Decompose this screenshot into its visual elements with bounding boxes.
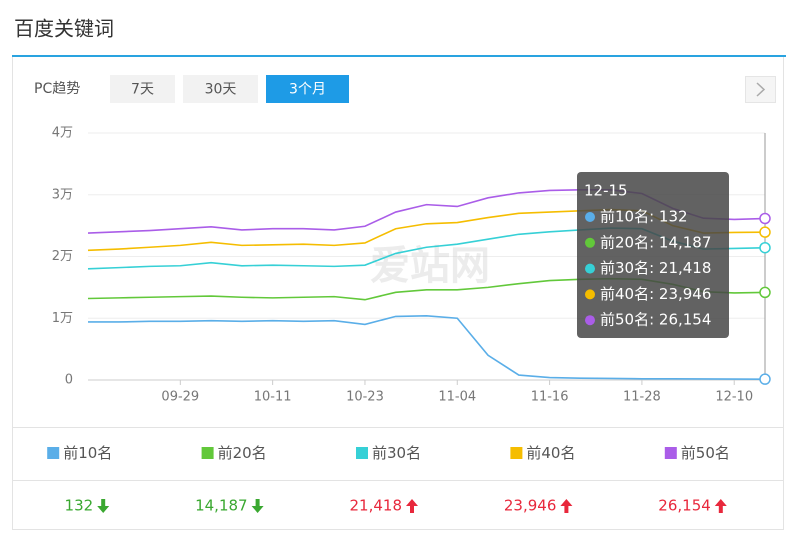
legend-label[interactable]: 前20名 — [218, 444, 267, 462]
trend-arrow — [251, 499, 264, 513]
series-line — [88, 314, 766, 380]
y-tick-label: 3万 — [52, 187, 73, 202]
tab-label[interactable]: 30天 — [205, 82, 237, 98]
tab-label[interactable]: 7天 — [131, 82, 154, 98]
y-tick-label: 0 — [65, 373, 73, 388]
tab-label[interactable]: 3个月 — [289, 82, 326, 98]
tooltip-title: 12-15 — [584, 182, 628, 200]
trend-arrow — [97, 499, 110, 513]
legend-swatch[interactable] — [664, 447, 677, 459]
y-tick-label: 1万 — [52, 311, 73, 326]
tooltip-dot — [585, 212, 595, 222]
legend-swatch[interactable] — [510, 447, 523, 459]
summary-value: 21,418 — [350, 497, 403, 515]
next-button[interactable] — [745, 76, 776, 103]
tooltip-dot — [585, 289, 595, 300]
tooltip-item: 前10名: 132 — [600, 208, 688, 226]
end-point — [759, 373, 771, 385]
tab-button[interactable] — [110, 75, 175, 103]
summary-value: 14,187 — [195, 497, 248, 515]
tab-button[interactable] — [183, 75, 258, 103]
legend-label[interactable]: 前30名 — [372, 444, 421, 462]
x-tick-label: 11-04 — [438, 390, 476, 405]
end-point — [759, 226, 771, 238]
end-point — [759, 286, 771, 299]
end-point — [759, 241, 771, 254]
tooltip-item: 前30名: 21,418 — [600, 259, 711, 277]
tab-button[interactable] — [266, 75, 349, 103]
legend-label[interactable]: 前40名 — [526, 444, 575, 462]
tooltip-item: 前50名: 26,154 — [600, 311, 711, 329]
next-arrow[interactable] — [756, 82, 766, 97]
tooltip-dot — [585, 237, 595, 248]
trend-arrow — [714, 499, 727, 513]
x-tick-label: 10-23 — [346, 390, 384, 405]
y-tick-label: 4万 — [52, 126, 73, 141]
legend-label[interactable]: 前10名 — [63, 444, 112, 462]
next-button-box[interactable] — [745, 76, 776, 103]
legend-swatch[interactable] — [47, 447, 60, 459]
tooltip-item: 前40名: 23,946 — [600, 285, 711, 303]
tooltip-dot — [585, 315, 595, 326]
tooltip-dot — [585, 263, 595, 274]
page-title: 百度关键词 — [14, 17, 114, 41]
legend-swatch[interactable] — [356, 447, 368, 459]
tabs: 7天 30天 3个月 — [110, 75, 349, 103]
x-tick-label: 09-29 — [161, 390, 199, 405]
end-point — [759, 212, 771, 225]
summary-value: 132 — [65, 497, 94, 515]
summary-value: 26,154 — [658, 497, 711, 515]
trend-arrow — [560, 499, 573, 513]
watermark: 爱站网 — [370, 243, 490, 289]
x-tick-label: 10-11 — [254, 390, 292, 405]
legend-swatch[interactable] — [201, 447, 214, 459]
tooltip: 12-15 前10名: 132 前20名: 14,187 前30名: 21,418 前4… — [577, 172, 729, 338]
y-tick-label: 2万 — [52, 249, 73, 264]
tooltip-box — [577, 172, 729, 338]
tooltip-item: 前20名: 14,187 — [600, 233, 711, 251]
summary-value: 23,946 — [504, 497, 557, 515]
toolbar-label: PC趋势 — [34, 81, 80, 97]
legend-label[interactable]: 前50名 — [681, 444, 730, 462]
x-tick-label: 11-28 — [623, 390, 661, 405]
summary: 前10名 132 前20名 14,187 前30名 21,418 前40名 23,946 前50… — [47, 444, 730, 515]
x-tick-label: 12-10 — [715, 390, 753, 405]
x-tick-label: 11-16 — [531, 390, 569, 405]
trend-arrow — [406, 499, 418, 513]
